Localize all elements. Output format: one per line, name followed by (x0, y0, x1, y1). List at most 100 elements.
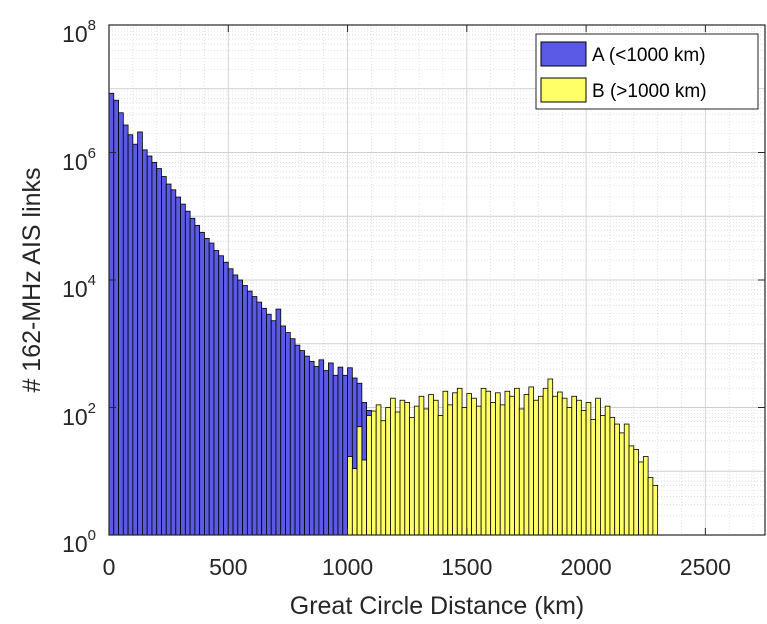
y-tick-labels: 100 102 104 106 108 (62, 17, 96, 557)
bar-series-b (528, 386, 535, 536)
bar-series-a (313, 366, 320, 536)
bar-series-b (623, 423, 630, 536)
bar-series-b (576, 399, 582, 536)
bar-series-b (633, 449, 639, 536)
bar-series-a (122, 124, 129, 536)
legend: A (<1000 km) B (>1000 km) (535, 33, 759, 110)
bar-series-a (170, 189, 177, 536)
bar-series-b (533, 399, 539, 536)
bar-series-b (523, 394, 530, 536)
y-axis-label: # 162-MHz AIS links (18, 167, 46, 392)
bar-series-a (184, 210, 191, 536)
x-axis-label: Great Circle Distance (km) (290, 592, 585, 620)
bar-series-b (619, 432, 625, 536)
bar-series-b (428, 394, 434, 536)
bar-series-b (452, 392, 458, 536)
bar-series-b (442, 390, 449, 536)
bar-series-b (552, 395, 558, 536)
bar-series-a (204, 237, 210, 536)
bar-series-b (571, 395, 577, 536)
bar-series-a (151, 161, 158, 536)
legend-swatch-a (540, 41, 587, 67)
bar-series-b (542, 387, 549, 536)
bar-series-a (285, 332, 291, 536)
bar-series-b (413, 405, 420, 536)
bar-series-b (585, 402, 592, 536)
x-tick-labels: 0 500 1000 1500 2000 2500 (103, 554, 731, 580)
bar-series-b (537, 395, 544, 536)
bar-series-a (270, 320, 277, 536)
bar-series-b (390, 397, 396, 536)
bar-series-a (323, 370, 329, 536)
bar-series-b (495, 392, 501, 536)
bar-series-a (261, 307, 267, 536)
bar-series-b (614, 423, 620, 536)
series-b-bars (347, 378, 659, 536)
bar-series-b (370, 410, 377, 536)
bar-series-b (461, 407, 468, 536)
bar-series-a (199, 231, 205, 536)
bar-series-a (337, 366, 344, 536)
bar-series-b (351, 468, 358, 536)
bar-series-b (580, 410, 587, 536)
bar-series-a (246, 290, 253, 536)
axis-ticks (108, 24, 765, 536)
bar-series-b (399, 399, 406, 536)
bar-series-b (480, 387, 487, 536)
bar-series-a (266, 313, 272, 536)
bar-series-a (242, 285, 248, 536)
bar-series-b (566, 407, 573, 536)
bar-series-a (189, 217, 196, 536)
bar-series-b (609, 416, 616, 536)
bar-series-a (256, 301, 263, 536)
bar-series-a (127, 134, 134, 536)
bar-series-b (418, 395, 425, 536)
bar-series-b (475, 405, 482, 536)
bar-series-b (423, 408, 430, 536)
bar-series-b (409, 416, 415, 536)
bar-series-a (108, 92, 115, 536)
bar-series-a (308, 360, 315, 536)
bar-series-a (328, 362, 334, 536)
x-tick-label: 1000 (322, 554, 373, 580)
bar-series-b (509, 395, 515, 536)
bar-series-a (141, 149, 148, 536)
bar-series-a (237, 279, 243, 536)
x-tick-label: 2000 (561, 554, 612, 580)
bar-series-a (304, 355, 310, 536)
bar-series-a (227, 268, 234, 536)
bar-series-b (485, 390, 492, 536)
bar-series-a (165, 183, 172, 536)
bar-series-a (294, 344, 301, 536)
bar-series-b (647, 477, 654, 536)
bar-series-b (356, 426, 363, 536)
bar-series-b (361, 459, 368, 536)
y-tick-label: 100 (62, 527, 96, 557)
bar-series-b (557, 391, 563, 536)
bar-series-b (447, 404, 453, 536)
bar-series-b (499, 404, 506, 536)
bar-series-b (604, 405, 611, 536)
bar-series-b (404, 402, 410, 536)
bar-series-a (318, 359, 325, 536)
x-tick-label: 500 (209, 554, 247, 580)
bar-series-a (289, 338, 296, 536)
bar-series-b (642, 456, 649, 536)
x-tick-label: 2500 (680, 554, 731, 580)
y-tick-label: 104 (62, 272, 96, 302)
bar-series-a (342, 374, 348, 536)
bar-series-b (518, 408, 525, 536)
bar-series-a (251, 296, 258, 536)
bar-series-b (433, 399, 439, 536)
legend-swatch-b (540, 77, 587, 103)
bar-series-b (590, 419, 597, 536)
bar-series-b (652, 484, 659, 536)
bar-series-a (232, 274, 239, 536)
bar-series-b (547, 378, 554, 536)
bar-series-b (380, 420, 387, 536)
bar-series-a (194, 224, 201, 536)
bar-series-a (332, 374, 339, 536)
bar-series-b (466, 393, 472, 536)
bar-series-a (161, 176, 167, 536)
bar-series-b (347, 456, 353, 536)
